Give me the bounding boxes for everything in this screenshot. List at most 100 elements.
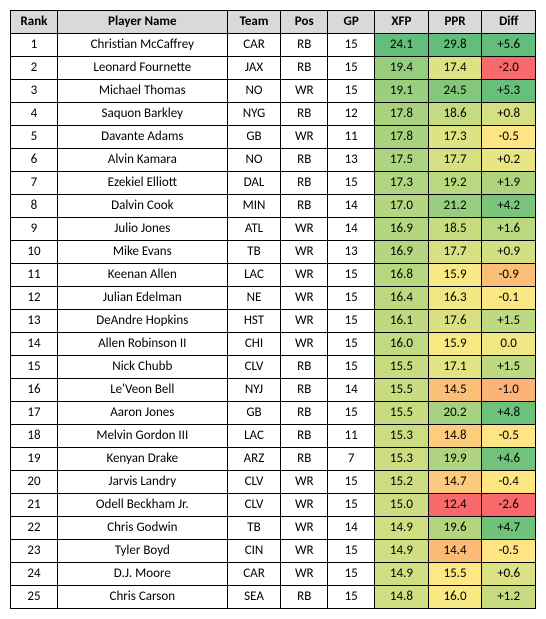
cell-rank: 14 [11, 333, 58, 356]
cell-ppr: 19.2 [428, 172, 482, 195]
cell-rank: 18 [11, 425, 58, 448]
cell-rank: 20 [11, 471, 58, 494]
cell-pos: WR [281, 563, 328, 586]
cell-name: Julio Jones [57, 218, 227, 241]
cell-team: NYJ [227, 379, 281, 402]
cell-diff: -0.5 [482, 540, 536, 563]
col-header-ppr: PPR [428, 11, 482, 34]
cell-pos: RB [281, 103, 328, 126]
col-header-name: Player Name [57, 11, 227, 34]
cell-name: D.J. Moore [57, 563, 227, 586]
cell-name: Saquon Barkley [57, 103, 227, 126]
cell-diff: +4.7 [482, 517, 536, 540]
cell-gp: 14 [328, 195, 375, 218]
cell-xfp: 17.0 [375, 195, 429, 218]
cell-pos: WR [281, 241, 328, 264]
table-row: 24D.J. MooreCARWR1514.915.5+0.6 [11, 563, 536, 586]
cell-ppr: 18.6 [428, 103, 482, 126]
cell-team: NYG [227, 103, 281, 126]
table-row: 19Kenyan DrakeARZRB715.319.9+4.6 [11, 448, 536, 471]
cell-diff: -1.0 [482, 379, 536, 402]
cell-pos: RB [281, 195, 328, 218]
cell-ppr: 14.7 [428, 471, 482, 494]
cell-name: Chris Godwin [57, 517, 227, 540]
cell-ppr: 19.9 [428, 448, 482, 471]
cell-name: Leonard Fournette [57, 57, 227, 80]
table-row: 20Jarvis LandryCLVWR1515.214.7-0.4 [11, 471, 536, 494]
cell-name: Chris Carson [57, 586, 227, 609]
cell-ppr: 16.0 [428, 586, 482, 609]
cell-rank: 3 [11, 80, 58, 103]
cell-gp: 14 [328, 379, 375, 402]
cell-team: CLV [227, 471, 281, 494]
table-row: 9Julio JonesATLWR1416.918.5+1.6 [11, 218, 536, 241]
cell-rank: 24 [11, 563, 58, 586]
cell-name: Alvin Kamara [57, 149, 227, 172]
cell-diff: +1.5 [482, 310, 536, 333]
cell-diff: +0.6 [482, 563, 536, 586]
table-row: 18Melvin Gordon IIILACRB1115.314.8-0.5 [11, 425, 536, 448]
cell-name: Melvin Gordon III [57, 425, 227, 448]
cell-xfp: 16.8 [375, 264, 429, 287]
cell-pos: RB [281, 149, 328, 172]
cell-team: GB [227, 402, 281, 425]
cell-ppr: 15.9 [428, 264, 482, 287]
cell-name: Le'Veon Bell [57, 379, 227, 402]
cell-pos: RB [281, 57, 328, 80]
cell-rank: 19 [11, 448, 58, 471]
table-row: 2Leonard FournetteJAXRB1519.417.4-2.0 [11, 57, 536, 80]
cell-name: Julian Edelman [57, 287, 227, 310]
col-header-rank: Rank [11, 11, 58, 34]
cell-ppr: 21.2 [428, 195, 482, 218]
cell-xfp: 14.8 [375, 586, 429, 609]
cell-pos: RB [281, 402, 328, 425]
cell-pos: RB [281, 172, 328, 195]
cell-pos: WR [281, 540, 328, 563]
cell-xfp: 16.9 [375, 241, 429, 264]
table-row: 6Alvin KamaraNORB1317.517.7+0.2 [11, 149, 536, 172]
cell-diff: -2.6 [482, 494, 536, 517]
cell-name: Davante Adams [57, 126, 227, 149]
cell-diff: 0.0 [482, 333, 536, 356]
cell-gp: 15 [328, 402, 375, 425]
cell-team: GB [227, 126, 281, 149]
table-row: 21Odell Beckham Jr.CLVWR1515.012.4-2.6 [11, 494, 536, 517]
cell-gp: 15 [328, 586, 375, 609]
cell-xfp: 15.2 [375, 471, 429, 494]
cell-team: CAR [227, 34, 281, 57]
cell-gp: 15 [328, 356, 375, 379]
cell-team: CLV [227, 494, 281, 517]
cell-name: Tyler Boyd [57, 540, 227, 563]
cell-ppr: 14.5 [428, 379, 482, 402]
cell-name: Allen Robinson II [57, 333, 227, 356]
table-row: 14Allen Robinson IICHIWR1516.015.90.0 [11, 333, 536, 356]
cell-xfp: 15.5 [375, 402, 429, 425]
table-row: 1Christian McCaffreyCARRB1524.129.8+5.6 [11, 34, 536, 57]
cell-ppr: 14.8 [428, 425, 482, 448]
table-row: 8Dalvin CookMINRB1417.021.2+4.2 [11, 195, 536, 218]
cell-xfp: 15.5 [375, 379, 429, 402]
cell-xfp: 17.8 [375, 103, 429, 126]
cell-gp: 15 [328, 471, 375, 494]
cell-gp: 15 [328, 333, 375, 356]
cell-team: MIN [227, 195, 281, 218]
cell-rank: 15 [11, 356, 58, 379]
cell-gp: 15 [328, 172, 375, 195]
cell-diff: +1.5 [482, 356, 536, 379]
cell-ppr: 29.8 [428, 34, 482, 57]
cell-rank: 12 [11, 287, 58, 310]
cell-pos: WR [281, 517, 328, 540]
col-header-gp: GP [328, 11, 375, 34]
table-row: 10Mike EvansTBWR1316.917.7+0.9 [11, 241, 536, 264]
cell-rank: 6 [11, 149, 58, 172]
cell-xfp: 15.5 [375, 356, 429, 379]
cell-diff: +1.2 [482, 586, 536, 609]
cell-diff: +1.9 [482, 172, 536, 195]
col-header-team: Team [227, 11, 281, 34]
table-row: 22Chris GodwinTBWR1414.919.6+4.7 [11, 517, 536, 540]
cell-ppr: 18.5 [428, 218, 482, 241]
cell-ppr: 20.2 [428, 402, 482, 425]
cell-pos: WR [281, 218, 328, 241]
cell-rank: 25 [11, 586, 58, 609]
cell-rank: 10 [11, 241, 58, 264]
